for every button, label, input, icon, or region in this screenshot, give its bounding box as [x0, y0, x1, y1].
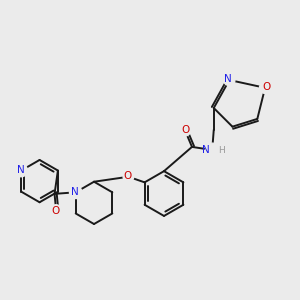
- Text: O: O: [181, 125, 189, 135]
- Circle shape: [15, 164, 28, 177]
- Circle shape: [260, 82, 271, 93]
- Circle shape: [206, 143, 219, 157]
- Circle shape: [123, 172, 134, 182]
- Circle shape: [224, 74, 235, 86]
- Circle shape: [51, 205, 62, 215]
- Text: N: N: [224, 74, 232, 84]
- Text: H: H: [218, 146, 225, 154]
- Text: N: N: [202, 145, 210, 155]
- Circle shape: [70, 186, 82, 199]
- Text: N: N: [71, 187, 79, 197]
- Text: O: O: [262, 82, 271, 92]
- Text: O: O: [51, 206, 60, 216]
- Text: O: O: [124, 171, 132, 181]
- Text: N: N: [17, 165, 25, 175]
- Circle shape: [180, 125, 190, 136]
